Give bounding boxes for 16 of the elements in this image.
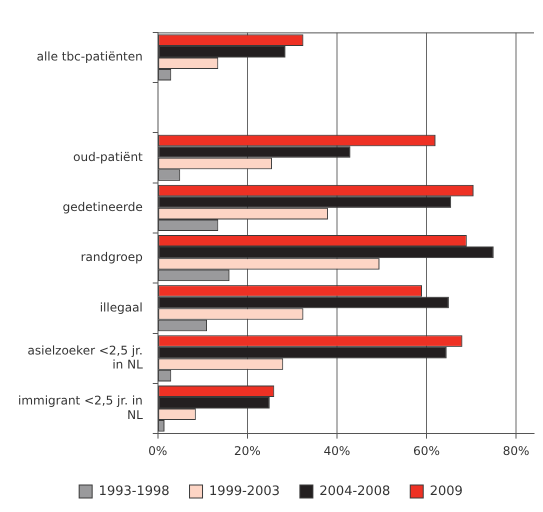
- y-tick-label: illegaal: [100, 300, 143, 314]
- y-tick-label: asielzoeker <2,5 jr. in NL: [28, 343, 144, 372]
- y-tick-label: randgroep: [80, 250, 143, 264]
- x-tick-label: 80%: [502, 444, 530, 458]
- legend-label: 2004-2008: [319, 484, 390, 499]
- legend-label: 2009: [430, 484, 463, 499]
- y-tick-label: gedetineerde: [62, 200, 143, 214]
- x-tick-label: 40%: [324, 444, 350, 458]
- x-tick-label: 60%: [413, 444, 440, 458]
- x-tick-label: 0%: [148, 444, 168, 458]
- x-tick-label: 20%: [234, 444, 261, 458]
- y-tick-label: alle tbc-patiënten: [36, 50, 143, 64]
- y-tick-label: oud-patiënt: [73, 150, 144, 164]
- y-tick-label: immigrant <2,5 jr. in NL: [18, 393, 144, 422]
- legend-label: 1999-2003: [209, 484, 280, 499]
- legend-label: 1993-1998: [98, 484, 170, 499]
